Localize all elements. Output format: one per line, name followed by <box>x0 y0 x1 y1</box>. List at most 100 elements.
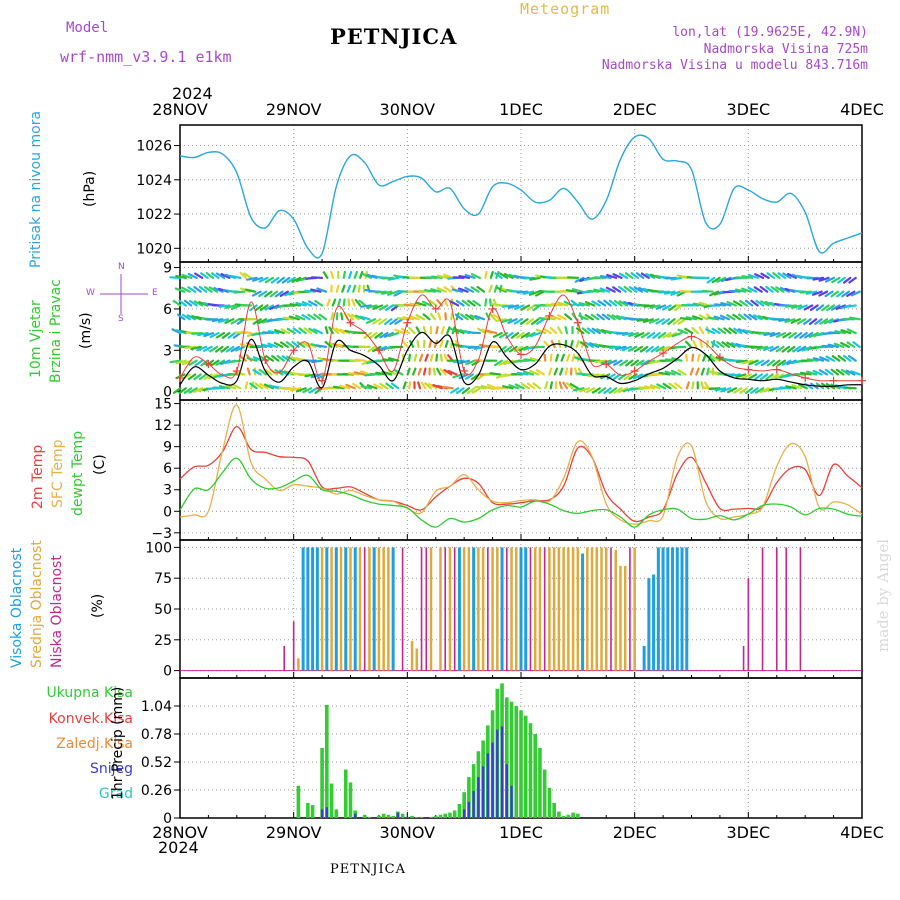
wind-arrow <box>406 367 411 376</box>
wind-arrow <box>738 313 747 321</box>
wind-arrow <box>243 272 253 279</box>
wind-arrow <box>643 385 656 390</box>
wind-arrow <box>522 290 535 295</box>
wind-arrow <box>494 318 507 322</box>
wind-arrow <box>723 327 732 335</box>
wind-arrow <box>375 371 387 376</box>
wind-arrow <box>594 359 607 364</box>
wind-gust-marker <box>346 318 355 327</box>
wind-arrow <box>378 304 389 311</box>
wind-arrow <box>643 304 656 308</box>
wind-arrow <box>760 300 770 307</box>
wind-arrow <box>215 345 224 353</box>
precip-rain-bar <box>462 792 466 818</box>
wind-arrow <box>372 304 383 310</box>
wind-arrow <box>465 359 476 366</box>
wind-gust-marker <box>858 376 866 385</box>
wind-arrow <box>748 313 758 321</box>
temp-tick-label: −3 <box>151 526 172 542</box>
wind-arrow <box>840 368 850 376</box>
wind-arrow <box>210 359 220 367</box>
precip-rain-bar <box>433 815 438 818</box>
wind-arrow <box>446 326 451 335</box>
wind-arrow <box>230 304 242 310</box>
wind-arrow <box>606 359 618 366</box>
wind-arrow <box>635 272 645 279</box>
wind-arrow <box>520 331 531 339</box>
wind-arrow <box>252 276 264 282</box>
wind-arrow <box>655 318 665 325</box>
wind-arrow <box>255 344 268 348</box>
wind-arrow <box>562 381 569 390</box>
wind-arrow <box>516 290 529 294</box>
wind-arrow <box>525 331 536 338</box>
wind-arrow <box>717 327 727 335</box>
wind-arrow <box>269 290 279 298</box>
wind-arrow <box>424 353 429 362</box>
wind-arrow <box>726 314 736 321</box>
wind-arrow <box>385 382 394 390</box>
wind-arrow <box>702 353 707 362</box>
wind-arrow <box>353 371 366 376</box>
wind-arrow <box>662 304 672 311</box>
wind-arrow <box>331 298 337 307</box>
wind-arrow <box>335 327 345 335</box>
wind-arrow <box>354 298 362 307</box>
wind-arrow <box>345 383 356 390</box>
wind-arrow <box>352 284 357 293</box>
wind-arrow <box>691 381 695 390</box>
temp-tick-label: 0 <box>163 504 172 520</box>
wind-arrow <box>348 270 353 279</box>
cloud-mid-bar <box>619 565 622 671</box>
precip-snow-bar <box>500 726 504 818</box>
precip-rain-bar <box>391 815 395 818</box>
precip-rain-bar <box>325 704 329 818</box>
wind-arrow <box>846 290 856 298</box>
wind-arrow <box>188 299 198 307</box>
wind-arrow <box>430 275 443 279</box>
wind-arrow <box>346 284 352 293</box>
wind-arrow <box>617 387 629 394</box>
wind-arrow <box>264 368 273 376</box>
wind-arrow <box>198 373 208 381</box>
wind-arrow <box>301 341 311 348</box>
wind-arrow <box>619 359 629 367</box>
wind-arrow <box>428 339 433 348</box>
cloud-low-bar <box>529 547 532 671</box>
wind-arrow <box>759 387 770 394</box>
temp-tick-label: 3 <box>163 483 172 499</box>
wind-arrow <box>615 331 629 335</box>
precip-rain-bar <box>542 769 547 818</box>
wind-arrow <box>775 345 785 353</box>
precip-snow-bar <box>472 791 475 818</box>
wind-arrow <box>310 373 322 379</box>
wind-arrow <box>251 290 262 297</box>
wind-arrow <box>416 339 420 348</box>
cloud-tick-label: 100 <box>145 540 172 556</box>
cloud-mid-bar <box>571 547 575 671</box>
wind-arrow <box>402 316 415 321</box>
wind-arrow <box>172 299 182 307</box>
wind-arrow <box>387 290 398 296</box>
wind-arrow <box>335 284 340 293</box>
wind-arrow <box>596 313 605 321</box>
cloud-mid-bar <box>633 547 636 671</box>
wind-arrow <box>514 304 525 310</box>
wind-arrow <box>640 331 650 339</box>
cloud-high-bar <box>675 547 679 671</box>
wind-arrow <box>341 284 346 293</box>
wind-arrow <box>283 387 296 391</box>
wind-arrow <box>362 272 373 279</box>
model-label: Model <box>66 20 109 36</box>
wind-arrow <box>735 359 748 364</box>
wind-arrow <box>695 367 700 376</box>
wind-arrow <box>691 326 699 335</box>
wind-arrow <box>685 381 690 390</box>
wind-arrow <box>847 355 857 362</box>
precip-rain-bar <box>296 785 301 818</box>
wind-arrow <box>208 373 219 380</box>
wind-arrow <box>727 387 738 394</box>
wind-arrow <box>394 328 405 335</box>
wind-arrow <box>706 367 710 376</box>
wind-arrow <box>330 312 335 321</box>
